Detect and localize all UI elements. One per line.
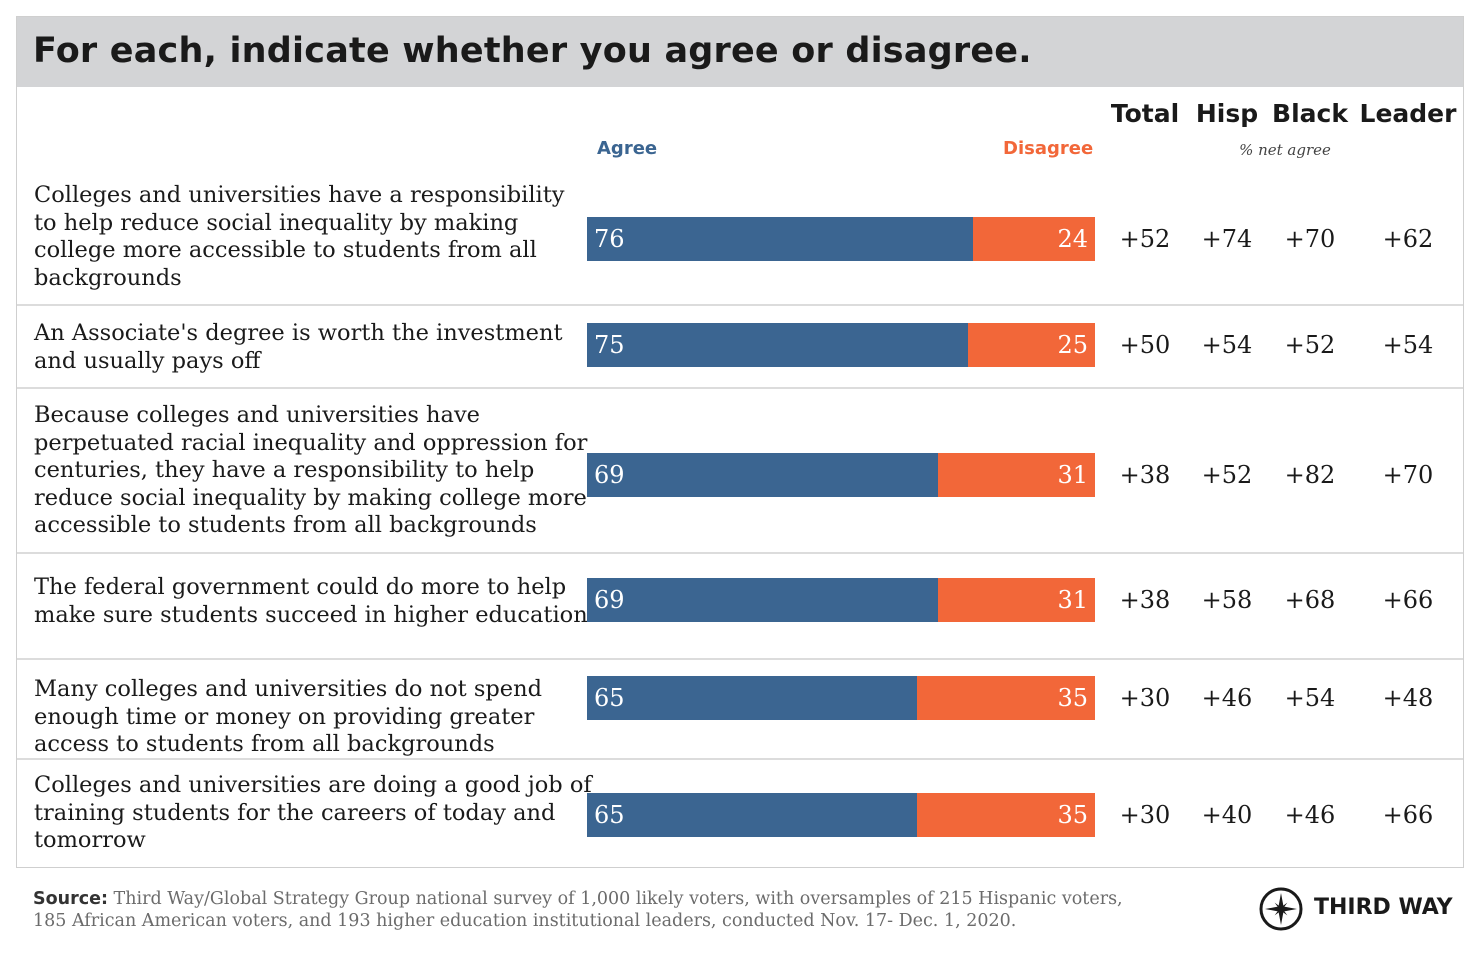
net-agree-total: +30: [1119, 801, 1171, 829]
third-way-logo: THIRD WAY: [1258, 886, 1468, 932]
bar-disagree-label: 25: [1057, 331, 1088, 359]
net-agree-leader: +66: [1382, 586, 1434, 614]
bar-agree-label: 65: [594, 684, 625, 712]
row-divider: [17, 552, 1463, 554]
bar-agree: 69: [587, 453, 938, 497]
bar-agree: 75: [587, 323, 968, 367]
net-agree-total: +52: [1119, 225, 1171, 253]
net-agree-leader: +54: [1382, 331, 1434, 359]
net-agree-black: +46: [1284, 801, 1336, 829]
bar-agree: 65: [587, 793, 917, 837]
bar-agree: 76: [587, 217, 973, 261]
net-agree-black: +54: [1284, 684, 1336, 712]
stacked-bar: 69 31: [587, 453, 1095, 497]
net-agree-hisp: +54: [1201, 331, 1253, 359]
statement-text: Because colleges and universities have p…: [34, 402, 588, 538]
net-agree-total: +38: [1119, 461, 1171, 489]
bar-disagree-label: 35: [1057, 801, 1088, 829]
net-agree-hisp: +52: [1201, 461, 1253, 489]
net-agree-black: +70: [1284, 225, 1336, 253]
bar-agree-label: 65: [594, 801, 625, 829]
bar-disagree-label: 31: [1057, 461, 1088, 489]
bar-agree-label: 76: [594, 225, 625, 253]
net-agree-black: +52: [1284, 331, 1336, 359]
row-divider: [17, 758, 1463, 760]
net-agree-total: +50: [1119, 331, 1171, 359]
stacked-bar: 65 35: [587, 793, 1095, 837]
bar-disagree: 35: [917, 793, 1095, 837]
row-divider: [17, 304, 1463, 306]
bar-agree-label: 75: [594, 331, 625, 359]
bar-disagree: 31: [938, 578, 1095, 622]
chart-title: For each, indicate whether you agree or …: [33, 31, 1032, 71]
row-divider: [17, 387, 1463, 389]
source-text: Third Way/Global Strategy Group national…: [33, 889, 1123, 931]
col-header-black: Black: [1272, 99, 1348, 128]
source-note: Source: Third Way/Global Strategy Group …: [33, 888, 1153, 932]
statement-text: Colleges and universities are doing a go…: [34, 772, 592, 853]
net-agree-black: +82: [1284, 461, 1336, 489]
legend-disagree: Disagree: [1003, 138, 1094, 159]
bar-disagree: 31: [938, 453, 1095, 497]
logo-text: THIRD WAY: [1314, 895, 1453, 920]
legend-agree: Agree: [597, 138, 658, 159]
net-agree-hisp: +74: [1201, 225, 1253, 253]
net-agree-note: % net agree: [1239, 141, 1331, 159]
bar-disagree: 25: [968, 323, 1095, 367]
net-agree-leader: +48: [1382, 684, 1434, 712]
net-agree-black: +68: [1284, 586, 1336, 614]
statement-text: The federal government could do more to …: [34, 574, 588, 628]
compass-star-icon: [1259, 887, 1303, 931]
statement-text: An Associate's degree is worth the inves…: [34, 320, 563, 374]
bar-agree: 65: [587, 676, 917, 720]
title-bar: For each, indicate whether you agree or …: [17, 17, 1463, 87]
net-agree-total: +38: [1119, 586, 1171, 614]
net-agree-hisp: +58: [1201, 586, 1253, 614]
net-agree-total: +30: [1119, 684, 1171, 712]
source-label: Source:: [33, 889, 108, 909]
net-agree-leader: +70: [1382, 461, 1434, 489]
bar-disagree-label: 35: [1057, 684, 1088, 712]
stacked-bar: 65 35: [587, 676, 1095, 720]
bar-disagree-label: 24: [1057, 225, 1088, 253]
bar-disagree: 24: [973, 217, 1095, 261]
col-header-leader: Leader: [1359, 99, 1457, 128]
stacked-bar: 69 31: [587, 578, 1095, 622]
bar-agree-label: 69: [594, 461, 625, 489]
row-divider: [17, 658, 1463, 660]
bar-agree-label: 69: [594, 586, 625, 614]
chart-frame: For each, indicate whether you agree or …: [16, 16, 1464, 868]
statement-text: Many colleges and universities do not sp…: [34, 676, 542, 757]
bar-agree: 69: [587, 578, 938, 622]
col-header-hisp: Hisp: [1195, 99, 1259, 128]
col-header-total: Total: [1110, 99, 1180, 128]
net-agree-hisp: +46: [1201, 684, 1253, 712]
net-agree-leader: +62: [1382, 225, 1434, 253]
bar-disagree-label: 31: [1057, 586, 1088, 614]
net-agree-leader: +66: [1382, 801, 1434, 829]
bar-disagree: 35: [917, 676, 1095, 720]
stacked-bar: 75 25: [587, 323, 1095, 367]
stacked-bar: 76 24: [587, 217, 1095, 261]
net-agree-hisp: +40: [1201, 801, 1253, 829]
statement-text: Colleges and universities have a respons…: [34, 182, 565, 291]
